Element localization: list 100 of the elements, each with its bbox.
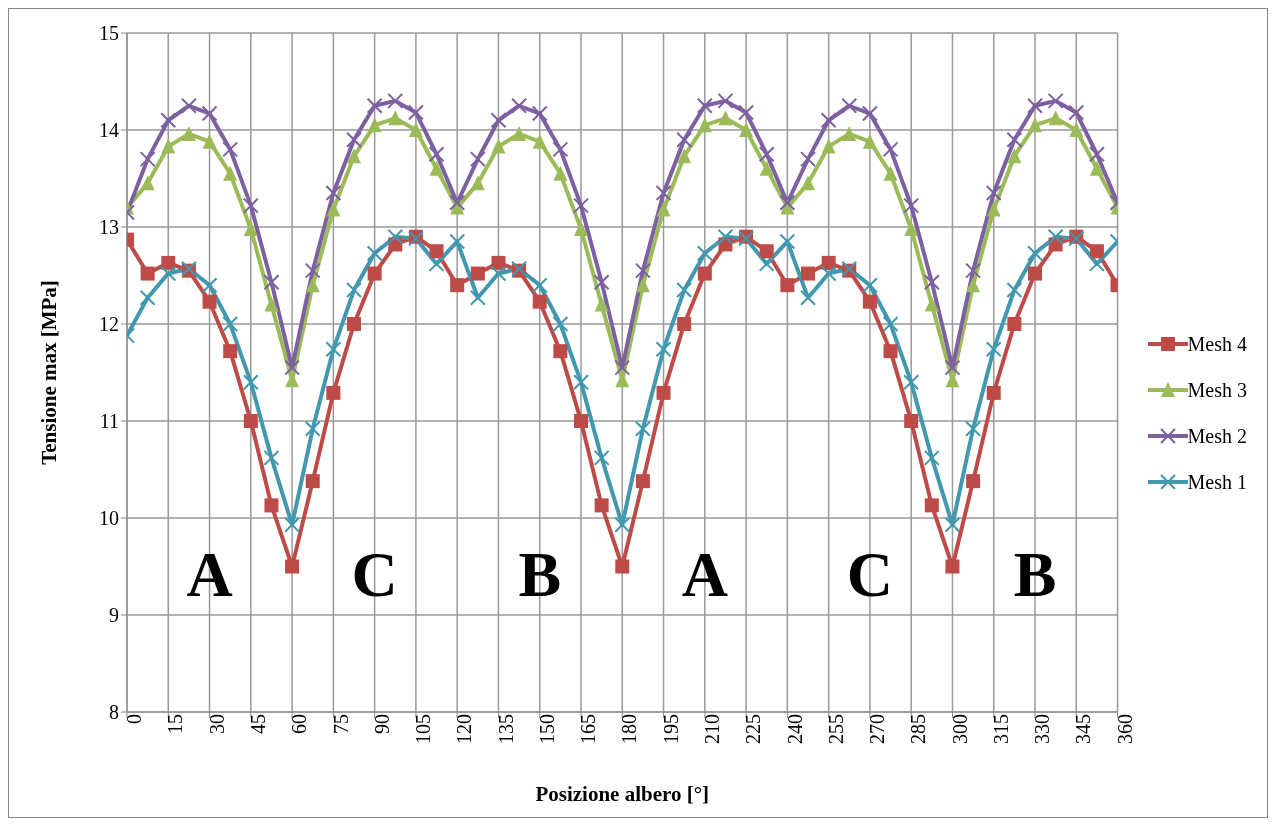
point xyxy=(305,474,320,489)
point xyxy=(574,414,588,428)
point xyxy=(429,160,444,176)
point xyxy=(532,133,547,149)
point xyxy=(717,92,734,109)
point xyxy=(614,516,631,533)
point xyxy=(366,245,383,262)
x-tick-label: 240 xyxy=(783,714,806,744)
point xyxy=(511,97,528,114)
x-tick-label: 210 xyxy=(701,714,724,744)
point xyxy=(469,289,486,306)
x-axis-title: Posizione albero [°] xyxy=(535,782,710,806)
point xyxy=(820,265,837,282)
point xyxy=(263,274,280,291)
point xyxy=(739,122,754,137)
point xyxy=(883,344,898,359)
point xyxy=(923,449,940,466)
legend-label: Mesh 1 xyxy=(1187,470,1247,494)
point xyxy=(1006,282,1023,299)
point xyxy=(614,359,631,376)
x-tick-label: 225 xyxy=(742,714,765,744)
point xyxy=(201,105,218,122)
y-tick-label: 11 xyxy=(99,410,119,433)
x-tick-label: 180 xyxy=(618,714,641,744)
point xyxy=(780,278,795,293)
point xyxy=(284,516,301,533)
x-tick-label: 105 xyxy=(412,714,435,744)
y-tick-label: 13 xyxy=(99,216,119,239)
point xyxy=(140,175,155,191)
point xyxy=(1006,131,1023,148)
point xyxy=(449,233,466,250)
point xyxy=(470,266,485,281)
point xyxy=(139,289,156,306)
point xyxy=(696,97,713,114)
point xyxy=(428,255,445,272)
point xyxy=(1088,146,1105,163)
point xyxy=(697,266,712,281)
point xyxy=(181,125,196,141)
point xyxy=(1089,160,1104,176)
y-tick-label: 9 xyxy=(109,604,119,627)
x-tick-label: 60 xyxy=(288,714,311,734)
annotation: C xyxy=(846,539,894,611)
point xyxy=(449,194,466,211)
point xyxy=(553,344,568,359)
point xyxy=(1069,122,1084,137)
x-tick-label: 135 xyxy=(494,714,517,744)
point xyxy=(347,317,361,331)
point xyxy=(676,282,693,299)
point xyxy=(861,277,878,294)
point xyxy=(140,266,155,281)
point xyxy=(139,151,156,168)
x-tick-label: 15 xyxy=(164,714,187,734)
point xyxy=(821,138,836,154)
point xyxy=(820,112,837,129)
annotation: C xyxy=(351,539,398,611)
point xyxy=(263,449,280,466)
point xyxy=(242,374,259,391)
point xyxy=(305,277,320,293)
point xyxy=(366,97,383,114)
x-tick-label: 45 xyxy=(247,714,270,734)
point xyxy=(573,374,589,391)
point xyxy=(965,420,982,437)
point xyxy=(325,341,342,358)
point xyxy=(738,104,755,121)
point xyxy=(388,110,403,126)
annotation: A xyxy=(186,539,233,611)
point xyxy=(491,138,506,154)
point xyxy=(490,265,507,282)
point xyxy=(944,516,961,533)
y-tick-label: 8 xyxy=(109,701,119,724)
point xyxy=(801,175,815,191)
point xyxy=(408,122,423,137)
point xyxy=(718,110,733,126)
point xyxy=(223,165,238,181)
point xyxy=(223,344,238,359)
point xyxy=(222,316,239,332)
point xyxy=(903,197,920,214)
point xyxy=(347,148,361,164)
point xyxy=(944,359,961,376)
point xyxy=(1028,266,1042,281)
point xyxy=(904,414,919,428)
point xyxy=(242,197,259,214)
point xyxy=(615,559,630,574)
point xyxy=(222,141,239,158)
legend-label: Mesh 2 xyxy=(1187,424,1247,448)
point xyxy=(387,228,404,245)
point xyxy=(387,92,404,109)
point xyxy=(801,266,815,281)
point xyxy=(861,105,878,122)
x-tick-label: 165 xyxy=(577,714,600,744)
point xyxy=(759,160,774,176)
point xyxy=(552,141,569,158)
point xyxy=(490,112,507,129)
x-tick-label: 285 xyxy=(907,714,930,744)
point xyxy=(407,104,424,121)
point xyxy=(325,185,342,202)
x-tick-label: 120 xyxy=(453,714,476,744)
point xyxy=(841,97,858,114)
point xyxy=(180,97,197,114)
point xyxy=(800,151,816,168)
